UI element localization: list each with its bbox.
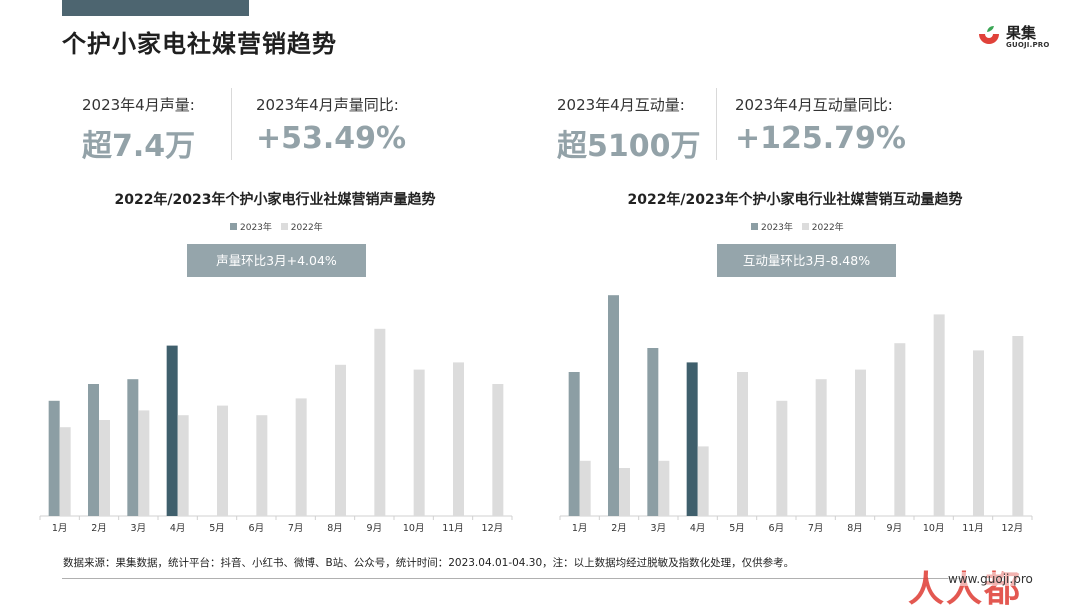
x-tick-label: 7月 bbox=[288, 523, 304, 534]
kpi-value: 超5100万 bbox=[557, 129, 701, 164]
data-source-footnote: 数据来源：果集数据，统计平台：抖音、小红书、微博、B站、公众号，统计时间：202… bbox=[63, 557, 795, 569]
kpi-value: 超7.4万 bbox=[82, 129, 196, 164]
bar-2022-11 bbox=[973, 350, 984, 516]
x-tick-label: 10月 bbox=[923, 523, 945, 534]
watermark: 人人都 www.guoji.pro bbox=[908, 560, 1080, 610]
x-tick-label: 6月 bbox=[769, 523, 785, 534]
x-tick-label: 9月 bbox=[367, 523, 383, 534]
x-tick-label: 2月 bbox=[91, 523, 107, 534]
x-tick-label: 3月 bbox=[131, 523, 147, 534]
bar-2022-4 bbox=[697, 446, 709, 516]
x-tick-label: 9月 bbox=[887, 523, 903, 534]
bar-2022-11 bbox=[453, 362, 464, 516]
bar-2022-8 bbox=[335, 364, 346, 516]
chart-title-interaction: 2022年/2023年个护小家电行业社媒营销互动量趋势 bbox=[627, 192, 963, 208]
x-tick-label: 2月 bbox=[611, 523, 627, 534]
legend-label-2023: 2023年 bbox=[761, 223, 793, 233]
bar-2022-6 bbox=[256, 415, 268, 516]
bar-2022-7 bbox=[295, 398, 307, 516]
x-tick-label: 6月 bbox=[249, 523, 265, 534]
bar-2022-1 bbox=[59, 427, 71, 516]
bar-2022-5 bbox=[737, 372, 748, 516]
bar-2022-7 bbox=[815, 379, 827, 516]
chart-legend-interaction: 2023年 2022年 bbox=[745, 220, 844, 233]
bar-2022-2 bbox=[99, 420, 110, 516]
legend-label-2023: 2023年 bbox=[240, 223, 272, 233]
x-tick-label: 4月 bbox=[690, 523, 706, 534]
legend-label-2022: 2022年 bbox=[290, 223, 323, 233]
x-tick-label: 5月 bbox=[209, 523, 225, 534]
bar-2022-3 bbox=[138, 410, 150, 516]
bar-2022-6 bbox=[776, 400, 788, 516]
bar-2022-10 bbox=[413, 369, 425, 516]
footer-divider bbox=[62, 578, 962, 579]
logo-name: 果集 bbox=[1006, 24, 1037, 42]
brand-logo: 果集 GUOJI.PRO bbox=[976, 22, 1066, 52]
top-accent-bar bbox=[62, 0, 249, 16]
kpi-label: 2023年4月声量: bbox=[82, 96, 195, 114]
bar-2023-3 bbox=[647, 348, 659, 516]
kpi-divider bbox=[231, 88, 232, 160]
bar-2023-3 bbox=[127, 379, 139, 516]
watermark-url: www.guoji.pro bbox=[948, 572, 1033, 586]
logo-subtitle: GUOJI.PRO bbox=[1006, 41, 1050, 49]
bar-2022-10 bbox=[933, 314, 945, 516]
bar-2022-8 bbox=[855, 369, 866, 516]
legend-swatch-2023 bbox=[751, 223, 758, 230]
legend-swatch-2022 bbox=[801, 223, 809, 230]
bar-2022-5 bbox=[217, 405, 228, 516]
legend-label-2022: 2022年 bbox=[811, 223, 844, 233]
bar-2023-4 bbox=[166, 345, 178, 516]
kpi-value: +53.49% bbox=[256, 121, 407, 156]
x-tick-label: 7月 bbox=[808, 523, 824, 534]
bar-2022-3 bbox=[658, 460, 670, 516]
kpi-label: 2023年4月互动量: bbox=[557, 96, 685, 114]
x-tick-label: 4月 bbox=[170, 523, 186, 534]
chart-legend-volume: 2023年 2022年 bbox=[224, 220, 323, 233]
legend-swatch-2023 bbox=[230, 223, 237, 230]
guoji-logo-icon bbox=[979, 26, 999, 44]
kpi-volume-yoy: 2023年4月声量同比: +53.49% bbox=[256, 94, 406, 156]
kpi-interaction-yoy: 2023年4月互动量同比: +125.79% bbox=[735, 94, 906, 156]
x-tick-label: 5月 bbox=[729, 523, 745, 534]
x-tick-label: 11月 bbox=[442, 523, 464, 534]
bar-2023-1 bbox=[568, 372, 580, 516]
x-tick-label: 10月 bbox=[403, 523, 425, 534]
bar-2022-12 bbox=[492, 384, 504, 516]
bar-2022-9 bbox=[374, 328, 386, 516]
kpi-label: 2023年4月互动量同比: bbox=[735, 96, 893, 114]
bar-2022-12 bbox=[1012, 336, 1024, 516]
bar-2022-2 bbox=[619, 468, 630, 516]
legend-swatch-2022 bbox=[280, 223, 288, 230]
x-tick-label: 12月 bbox=[1002, 523, 1024, 534]
page-title: 个护小家电社媒营销趋势 bbox=[62, 30, 337, 58]
x-tick-label: 1月 bbox=[572, 523, 588, 534]
watermark-logo: 人人都 bbox=[908, 569, 1023, 610]
kpi-volume: 2023年4月声量: 超7.4万 bbox=[82, 94, 195, 165]
callout-interaction-mom: 互动量环比3月-8.48% bbox=[717, 244, 896, 277]
x-tick-label: 8月 bbox=[327, 523, 343, 534]
kpi-interaction: 2023年4月互动量: 超5100万 bbox=[557, 94, 701, 165]
x-tick-label: 1月 bbox=[52, 523, 68, 534]
bar-2023-2 bbox=[88, 384, 99, 516]
x-tick-label: 11月 bbox=[962, 523, 984, 534]
kpi-label: 2023年4月声量同比: bbox=[256, 96, 399, 114]
kpi-divider bbox=[716, 88, 717, 160]
x-tick-label: 3月 bbox=[651, 523, 667, 534]
bar-2023-2 bbox=[608, 295, 619, 516]
chart-title-volume: 2022年/2023年个护小家电行业社媒营销声量趋势 bbox=[114, 192, 436, 208]
x-tick-label: 12月 bbox=[482, 523, 504, 534]
kpi-value: +125.79% bbox=[735, 121, 906, 156]
bar-2022-4 bbox=[177, 415, 189, 516]
bar-2023-4 bbox=[686, 362, 698, 516]
callout-volume-mom: 声量环比3月+4.04% bbox=[187, 244, 366, 277]
bar-2023-1 bbox=[48, 400, 60, 516]
bar-2022-1 bbox=[579, 460, 591, 516]
bar-2022-9 bbox=[894, 343, 906, 516]
x-tick-label: 8月 bbox=[847, 523, 863, 534]
